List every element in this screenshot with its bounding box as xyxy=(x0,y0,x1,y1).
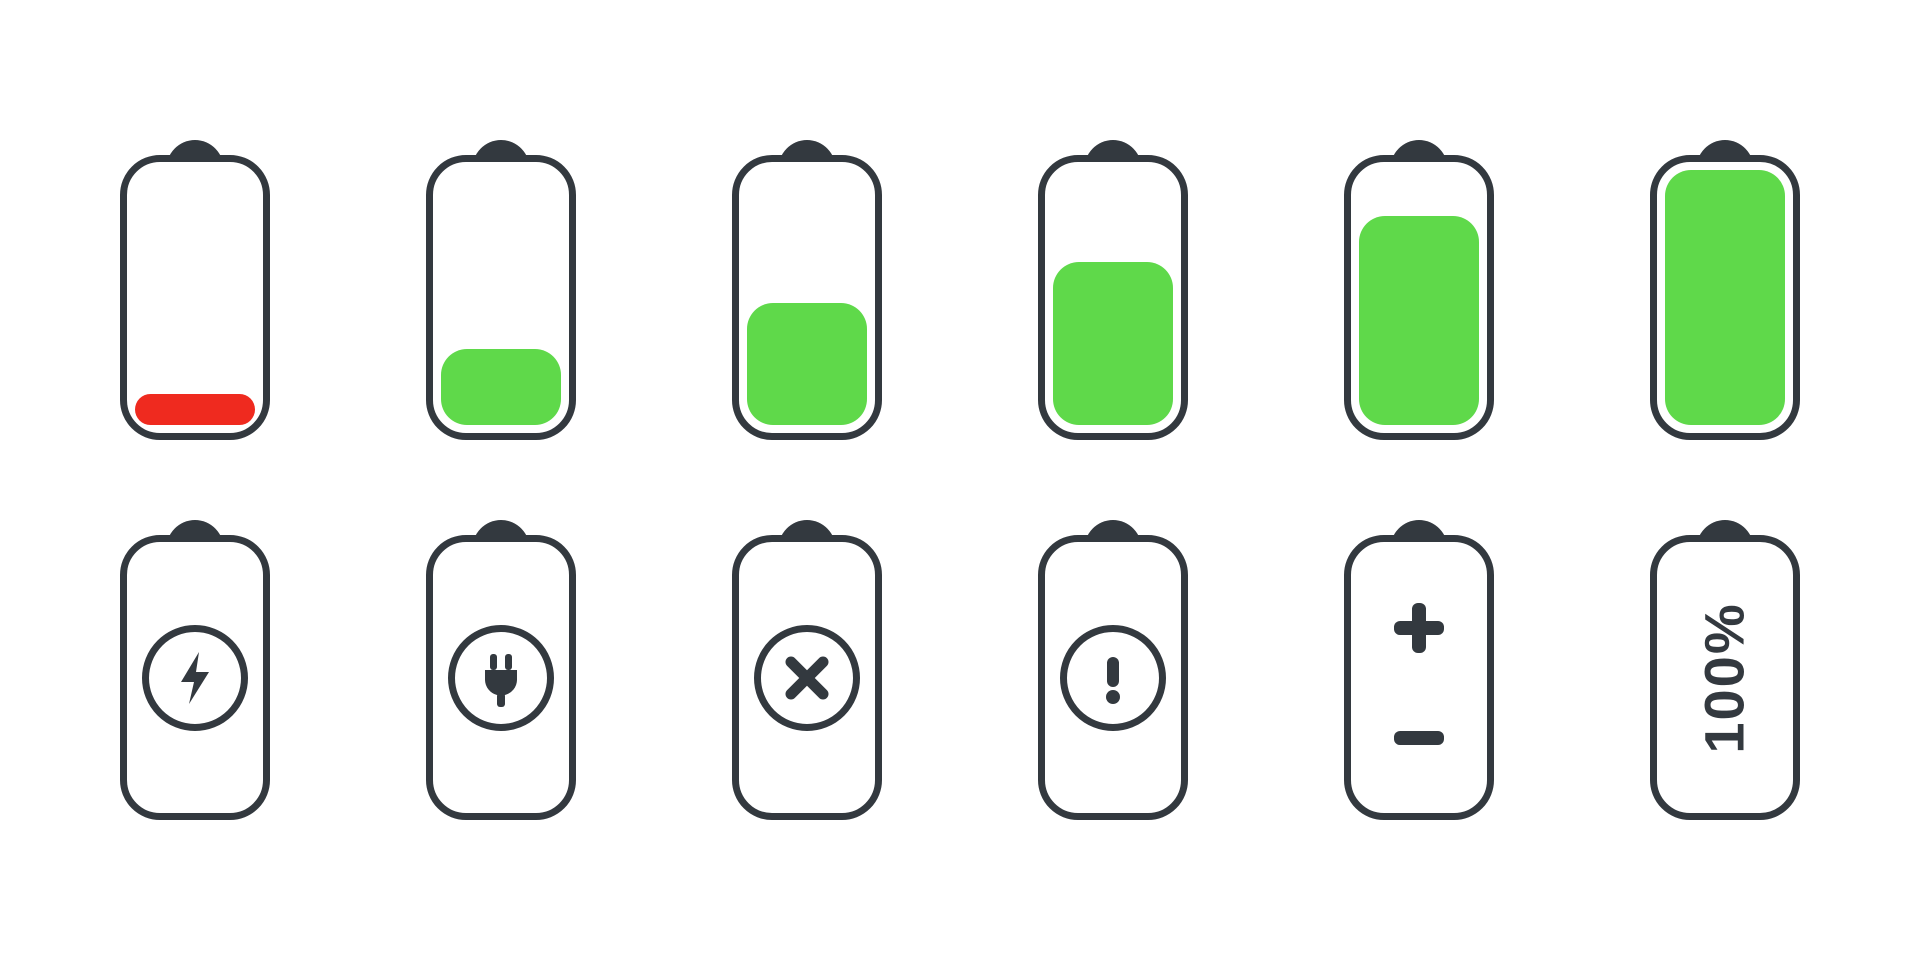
battery-100pct-icon-symbol: 100% xyxy=(1657,542,1793,813)
battery-level-row xyxy=(120,140,1800,440)
battery-full-icon xyxy=(1650,140,1800,440)
battery-body xyxy=(1344,155,1494,440)
battery-plugged-icon xyxy=(426,520,576,820)
cross-icon xyxy=(754,625,860,731)
battery-fill xyxy=(747,303,867,425)
battery-fill xyxy=(1665,170,1785,425)
battery-charging-icon-symbol xyxy=(127,542,263,813)
battery-20-icon xyxy=(426,140,576,440)
battery-body xyxy=(120,155,270,440)
battery-100pct-icon: 100% xyxy=(1650,520,1800,820)
battery-body xyxy=(1038,155,1188,440)
battery-body xyxy=(732,155,882,440)
battery-low-icon xyxy=(120,140,270,440)
battery-40-icon xyxy=(732,140,882,440)
battery-warning-icon xyxy=(1038,520,1188,820)
battery-error-icon-symbol xyxy=(739,542,875,813)
battery-body xyxy=(120,535,270,820)
plus-minus-icon xyxy=(1384,593,1454,763)
battery-body xyxy=(1038,535,1188,820)
plug-icon xyxy=(448,625,554,731)
battery-body: 100% xyxy=(1650,535,1800,820)
battery-60-icon xyxy=(1038,140,1188,440)
battery-fill xyxy=(1053,262,1173,425)
battery-polarity-icon-symbol xyxy=(1351,542,1487,813)
battery-body xyxy=(1650,155,1800,440)
battery-warning-icon-symbol xyxy=(1045,542,1181,813)
lightning-icon xyxy=(142,625,248,731)
battery-fill xyxy=(135,394,255,425)
battery-80-icon xyxy=(1344,140,1494,440)
battery-body xyxy=(1344,535,1494,820)
exclamation-icon xyxy=(1060,625,1166,731)
battery-fill xyxy=(1359,216,1479,425)
battery-status-row: 100% xyxy=(120,520,1800,820)
icon-set: 100% xyxy=(0,0,1920,960)
battery-body xyxy=(732,535,882,820)
battery-body xyxy=(426,155,576,440)
battery-plugged-icon-symbol xyxy=(433,542,569,813)
battery-body xyxy=(426,535,576,820)
percent-label: 100% xyxy=(1697,602,1753,753)
battery-polarity-icon xyxy=(1344,520,1494,820)
battery-error-icon xyxy=(732,520,882,820)
battery-fill xyxy=(441,349,561,426)
battery-charging-icon xyxy=(120,520,270,820)
